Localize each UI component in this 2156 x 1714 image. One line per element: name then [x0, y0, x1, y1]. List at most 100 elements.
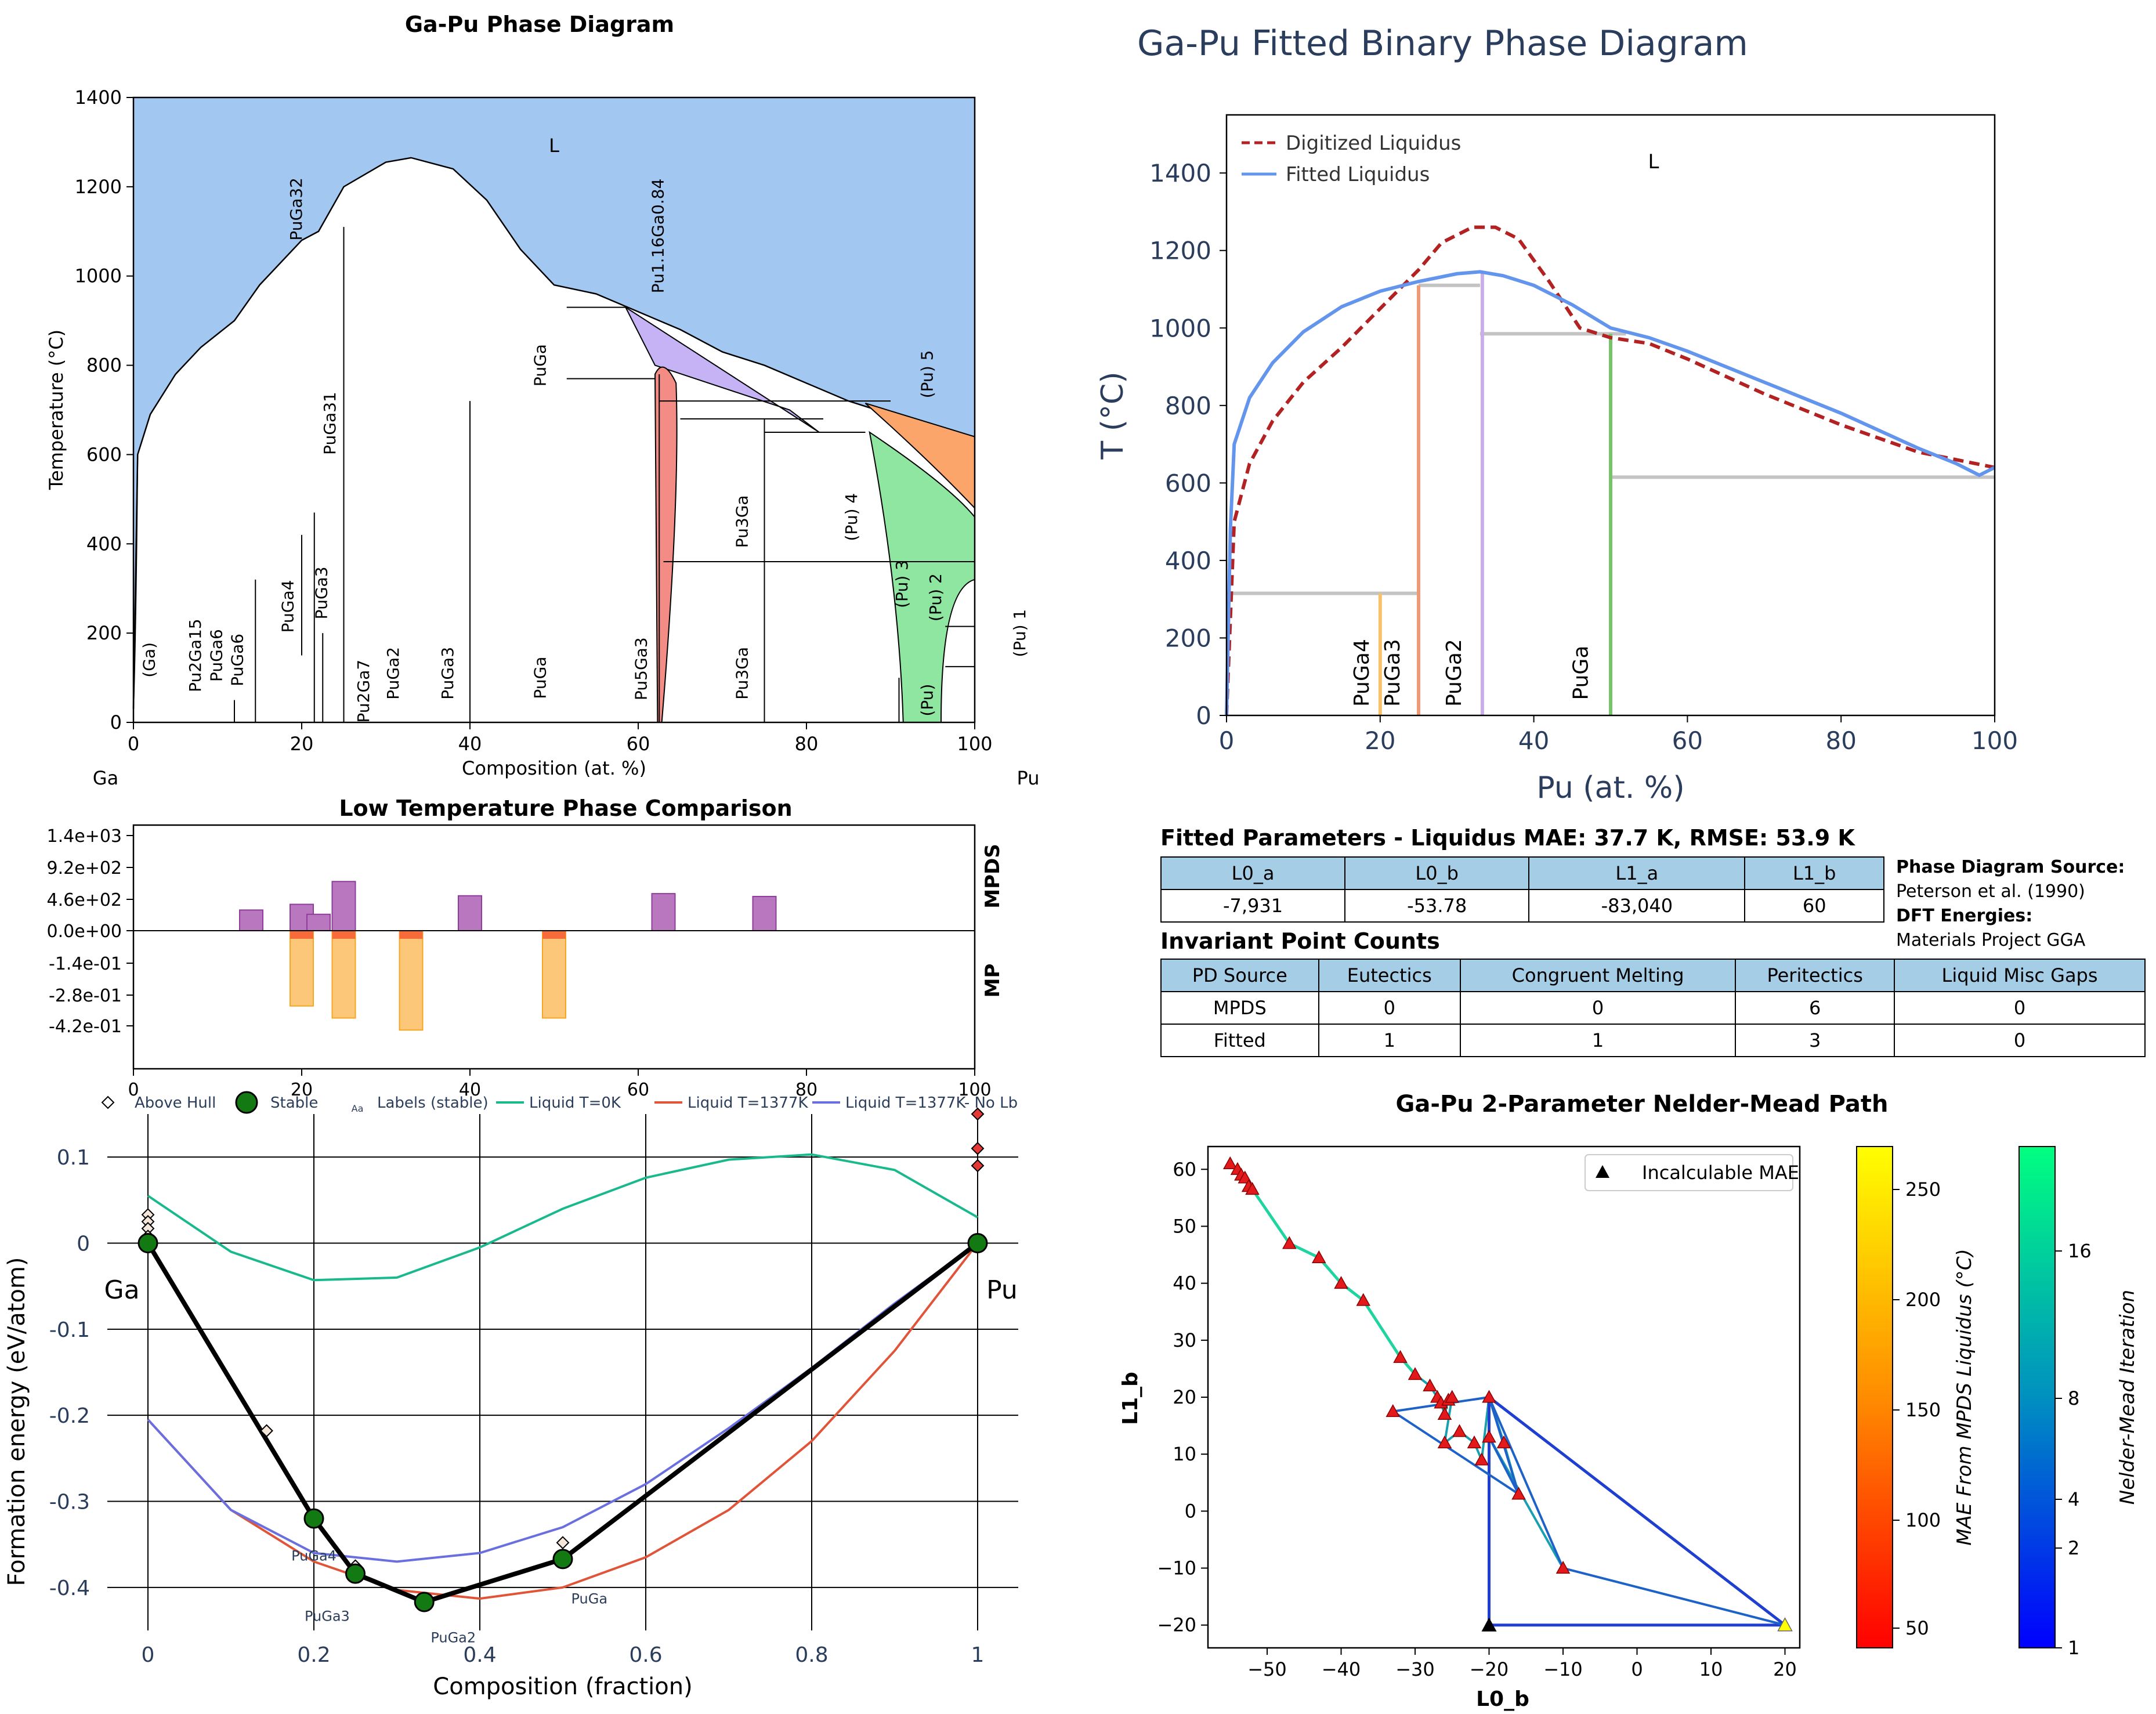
- x-tick-label: −10: [1543, 1658, 1583, 1680]
- y-tick-label: 400: [86, 533, 122, 555]
- x-tick-label: 100: [1971, 726, 2018, 755]
- liquid-region: [133, 97, 975, 709]
- low-temp-mpds-label: MPDS: [981, 844, 1004, 908]
- phase-label: Pu5Ga3: [632, 637, 651, 700]
- fitted-phase-label: PuGa3: [1381, 639, 1405, 707]
- y-tick-label: 1200: [1149, 237, 1211, 265]
- path-point: [1356, 1293, 1371, 1306]
- y-tick-label: 0.0e+00: [47, 921, 122, 942]
- phase-diagram-regions: [132, 97, 975, 723]
- y-tick-label: 9.2e+02: [47, 858, 122, 878]
- phase-diagram-left-element: Ga: [93, 767, 118, 789]
- mpds-bar: [458, 895, 482, 932]
- mp-bar: [331, 930, 356, 1019]
- y-tick-label: 0: [1196, 701, 1211, 730]
- y-tick-label: -0.3: [49, 1491, 90, 1514]
- path-point: [1245, 1182, 1260, 1195]
- phase-label: (Pu) 1: [1010, 609, 1029, 657]
- cbar-tick-label: 50: [1905, 1617, 1929, 1639]
- phase-label: PuGa: [531, 657, 550, 699]
- fitted-phase-label: PuGa4: [1350, 639, 1374, 707]
- param-value: 60: [1744, 889, 1884, 923]
- x-tick-label: 80: [795, 733, 819, 755]
- path-initial: [1488, 1394, 1789, 1627]
- path-simplex: [1392, 1410, 1520, 1495]
- low-temp-mp-label: MP: [981, 964, 1004, 998]
- source-info: Phase Diagram Source: Peterson et al. (1…: [1896, 855, 2125, 953]
- invariants-title: Invariant Point Counts: [1160, 928, 1440, 954]
- y-tick-label: 40: [1173, 1272, 1196, 1294]
- stable-point: [138, 1233, 158, 1253]
- inv-header: Eutectics: [1318, 959, 1461, 992]
- stable-label: PuGa4: [291, 1547, 337, 1564]
- inv-cell: 0: [1894, 1024, 2146, 1057]
- x-tick-label: 0: [128, 733, 139, 755]
- legend-labels-marker: Aa: [352, 1103, 364, 1114]
- path-point: [1282, 1236, 1297, 1249]
- orange-phase-region: [864, 403, 975, 510]
- path-simplex: [1392, 1395, 1785, 1626]
- source-value: Peterson et al. (1990): [1896, 881, 2085, 902]
- nelder-xlabel: L0_b: [1476, 1687, 1529, 1711]
- x-tick-label: 80: [795, 1080, 817, 1100]
- purple-phase-region: [624, 305, 820, 433]
- fitted-chart: Ga-Pu Fitted Binary Phase Diagram PuGa4 P…: [1095, 23, 2018, 805]
- phase-diagram-xlabel: Composition (at. %): [462, 757, 646, 779]
- mpds-bar: [752, 896, 777, 931]
- phase-label: Pu2Ga15: [186, 619, 205, 692]
- y-tick-label: 0: [110, 711, 122, 733]
- param-header: L0_b: [1344, 856, 1530, 890]
- phase-diagram-phase-labels: PuGa32 Pu1.16Ga0.84 PuGa PuGa31 (Pu) 5 PuGa4 P…: [139, 178, 1029, 722]
- path-point: [1445, 1390, 1460, 1403]
- low-temp-title: Low Temperature Phase Comparison: [339, 795, 792, 821]
- phase-diagram-liquid-label: L: [549, 135, 559, 157]
- mp-bar-cap: [399, 931, 423, 939]
- x-tick-label: 0.6: [629, 1643, 662, 1667]
- legend-fitted: Fitted Liquidus: [1286, 163, 1430, 186]
- mpds-bar: [331, 881, 356, 932]
- path-point: [1496, 1435, 1511, 1449]
- x-tick-label: 100: [957, 733, 992, 755]
- x-tick-label: −30: [1395, 1658, 1435, 1680]
- incalculable-point: [1481, 1617, 1497, 1632]
- inv-cell: 3: [1735, 1024, 1895, 1057]
- nelder-plot: [1222, 1156, 1793, 1632]
- hull-chart: 0 0.2 0.4 0.6 0.8 1 0.1 0 -0.1 -0.2 -0.3 -0.4 PuGa4…: [3, 1091, 1018, 1700]
- path-point: [1467, 1435, 1482, 1449]
- stable-label: PuGa: [571, 1591, 607, 1607]
- params-table: L0_a L0_b L1_a L1_b -7,931 -53.78 -83,04…: [1160, 856, 1884, 923]
- y-tick-label: 10: [1173, 1443, 1196, 1465]
- path-point: [1452, 1424, 1467, 1437]
- x-tick-label: 20: [1365, 726, 1395, 755]
- legend-liquid: Liquid T=1377K- No Lb: [845, 1094, 1018, 1112]
- y-tick-label: 30: [1173, 1329, 1196, 1351]
- phase-label: PuGa32: [287, 178, 306, 241]
- nelder-ylabel: L1_b: [1119, 1372, 1142, 1425]
- x-tick-label: 0: [1631, 1658, 1643, 1680]
- x-tick-label: 80: [1825, 726, 1856, 755]
- path-point: [1386, 1404, 1401, 1418]
- fitted-liquid-label: L: [1648, 150, 1659, 173]
- inv-cell: Fitted: [1160, 1024, 1319, 1057]
- path-point: [1222, 1156, 1238, 1170]
- y-tick-label: -1.4e-01: [49, 954, 122, 974]
- x-tick-label: 0: [1219, 726, 1235, 755]
- path-point: [1555, 1561, 1571, 1574]
- x-tick-label: 40: [1518, 726, 1549, 755]
- stable-point: [345, 1563, 366, 1584]
- path-point: [1423, 1378, 1437, 1391]
- mae-colorbar: 250 200 150 100 50 MAE From MPDS Liquidus (°…: [1856, 1146, 1976, 1648]
- param-header: L1_a: [1528, 856, 1746, 890]
- y-tick-label: 800: [86, 355, 122, 377]
- y-tick-label: -2.8e-01: [49, 986, 122, 1006]
- phase-label: Pu1.16Ga0.84: [649, 179, 668, 294]
- x-tick-label: 20: [1773, 1658, 1797, 1680]
- inv-cell: 0: [1459, 991, 1737, 1025]
- liquid-curve: [147, 1242, 979, 1563]
- y-tick-label: -4.2e-01: [49, 1017, 122, 1037]
- inv-header: Peritectics: [1735, 959, 1895, 992]
- inv-cell: 1: [1318, 1024, 1461, 1057]
- above-hull-point: [556, 1536, 570, 1550]
- above-hull-point: [971, 1159, 985, 1173]
- cbar-tick-label: 16: [2068, 1240, 2092, 1262]
